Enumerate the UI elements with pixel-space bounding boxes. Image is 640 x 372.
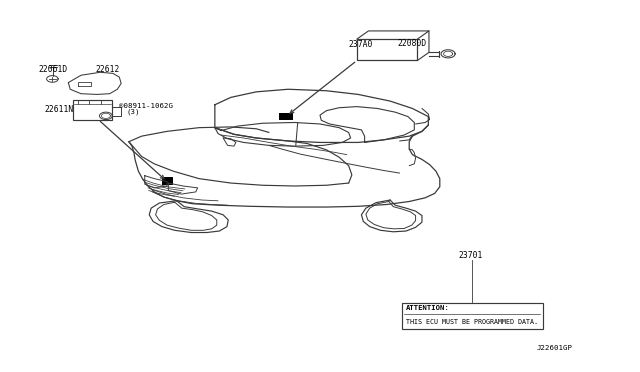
- Text: 22611N: 22611N: [45, 105, 74, 114]
- Text: J22601GP: J22601GP: [537, 345, 573, 351]
- Text: 22061D: 22061D: [38, 65, 68, 74]
- Bar: [357, 39, 417, 61]
- Bar: [162, 177, 173, 185]
- Bar: [401, 303, 543, 329]
- Bar: [73, 100, 112, 119]
- Text: ATTENTION:: ATTENTION:: [406, 305, 450, 311]
- Text: THIS ECU MUST BE PROGRAMMED DATA.: THIS ECU MUST BE PROGRAMMED DATA.: [406, 319, 538, 325]
- Bar: [112, 107, 121, 116]
- Text: 22080D: 22080D: [397, 39, 427, 48]
- Text: ®08911-1062G: ®08911-1062G: [119, 103, 173, 109]
- Text: 237A0: 237A0: [349, 40, 373, 49]
- Text: 23701: 23701: [459, 251, 483, 260]
- Text: 22612: 22612: [96, 65, 120, 74]
- Text: (3): (3): [126, 109, 140, 115]
- Bar: [278, 113, 292, 120]
